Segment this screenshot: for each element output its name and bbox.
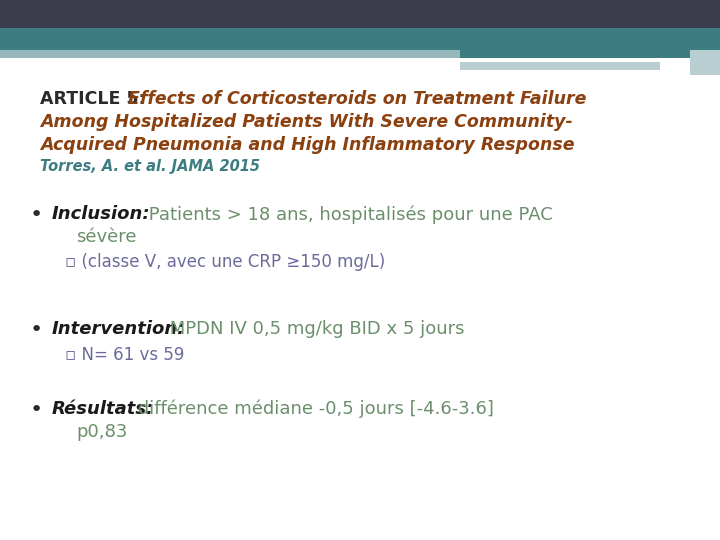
Bar — [460, 50, 720, 58]
Text: Torres, A. et al. JAMA 2015: Torres, A. et al. JAMA 2015 — [40, 159, 260, 174]
Bar — [0, 0, 720, 28]
Text: •: • — [30, 205, 43, 225]
Text: Inclusion:: Inclusion: — [52, 205, 150, 223]
Text: différence médiane -0,5 jours [-4.6-3.6]: différence médiane -0,5 jours [-4.6-3.6] — [132, 400, 494, 418]
Text: Patients > 18 ans, hospitalisés pour une PAC: Patients > 18 ans, hospitalisés pour une… — [143, 205, 553, 224]
Text: Résultats:: Résultats: — [52, 400, 154, 418]
Text: •: • — [30, 320, 43, 340]
Text: sévère: sévère — [76, 228, 137, 246]
Text: ARTICLE 5:: ARTICLE 5: — [40, 90, 152, 108]
Text: ▫ (classe V, avec une CRP ≥150 mg/L): ▫ (classe V, avec une CRP ≥150 mg/L) — [65, 253, 385, 271]
Text: MPDN IV 0,5 mg/kg BID x 5 jours: MPDN IV 0,5 mg/kg BID x 5 jours — [164, 320, 464, 338]
Bar — [0, 28, 720, 50]
Bar — [0, 58, 720, 62]
Text: Effects of Corticosteroids on Treatment Failure: Effects of Corticosteroids on Treatment … — [128, 90, 586, 108]
Text: Among Hospitalized Patients With Severe Community-: Among Hospitalized Patients With Severe … — [40, 113, 572, 131]
Text: Intervention:: Intervention: — [52, 320, 186, 338]
Text: Acquired Pneumonia and High Inflammatory Response: Acquired Pneumonia and High Inflammatory… — [40, 136, 575, 154]
Text: •: • — [30, 400, 43, 420]
Bar — [460, 62, 660, 70]
Bar — [690, 50, 720, 75]
Text: p0,83: p0,83 — [76, 423, 127, 441]
Text: ▫ N= 61 vs 59: ▫ N= 61 vs 59 — [65, 346, 184, 364]
Bar — [0, 50, 460, 58]
